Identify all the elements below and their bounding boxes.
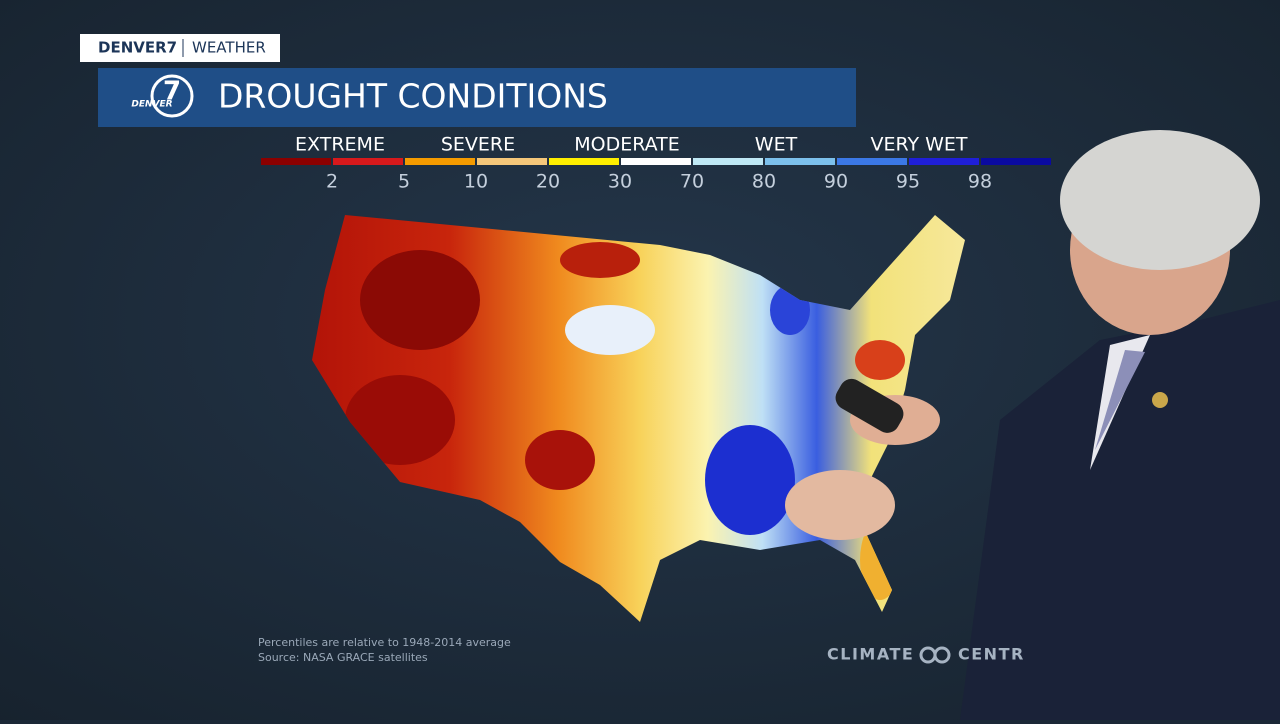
note: Source: NASA GRACE satellites <box>258 651 428 664</box>
station-tag <box>80 34 280 62</box>
legend-swatch <box>765 158 835 165</box>
title: DROUGHT CONDITIONS <box>218 77 608 116</box>
note: Percentiles are relative to 1948-2014 av… <box>258 636 511 649</box>
legend-category: VERY WET <box>870 134 967 156</box>
logo <box>150 74 194 118</box>
legend-percentile: 70 <box>680 171 704 193</box>
legend-swatch <box>261 158 331 165</box>
presenter <box>785 130 1280 720</box>
legend-percentile: 95 <box>896 171 920 193</box>
logo-name: DENVER <box>131 100 172 110</box>
legend-swatch <box>333 158 403 165</box>
legend-percentile: 80 <box>752 171 776 193</box>
legend: 2 5 10 20 30 70 80 90 95 98 EXTREME SEVERE MODERATE W… <box>261 134 1051 193</box>
legend-percentile: 98 <box>968 171 992 193</box>
legend-percentile: 90 <box>824 171 848 193</box>
legend-category: MODERATE <box>574 134 680 156</box>
legend-percentile: 10 <box>464 171 488 193</box>
legend-category: SEVERE <box>441 134 515 156</box>
legend-percentile: 5 <box>398 171 410 193</box>
legend-swatch <box>693 158 763 165</box>
legend-swatch <box>621 158 691 165</box>
legend-swatch <box>477 158 547 165</box>
logo-numeral: 7 <box>163 77 181 107</box>
legend-category: WET <box>755 134 798 156</box>
legend-category: EXTREME <box>295 134 385 156</box>
legend-swatch <box>981 158 1051 165</box>
section-name: WEATHER <box>192 39 266 57</box>
legend-swatch <box>837 158 907 165</box>
legend-percentile: 20 <box>536 171 560 193</box>
legend-swatch <box>405 158 475 165</box>
station-name: DENVER7 <box>98 39 177 57</box>
credit: CENTR <box>958 645 1025 664</box>
legend-percentile: 2 <box>326 171 338 193</box>
credit: CLIMATE <box>827 645 914 664</box>
legend-percentile: 30 <box>608 171 632 193</box>
title-bar <box>98 68 856 127</box>
legend-swatch <box>549 158 619 165</box>
legend-swatch <box>909 158 979 165</box>
